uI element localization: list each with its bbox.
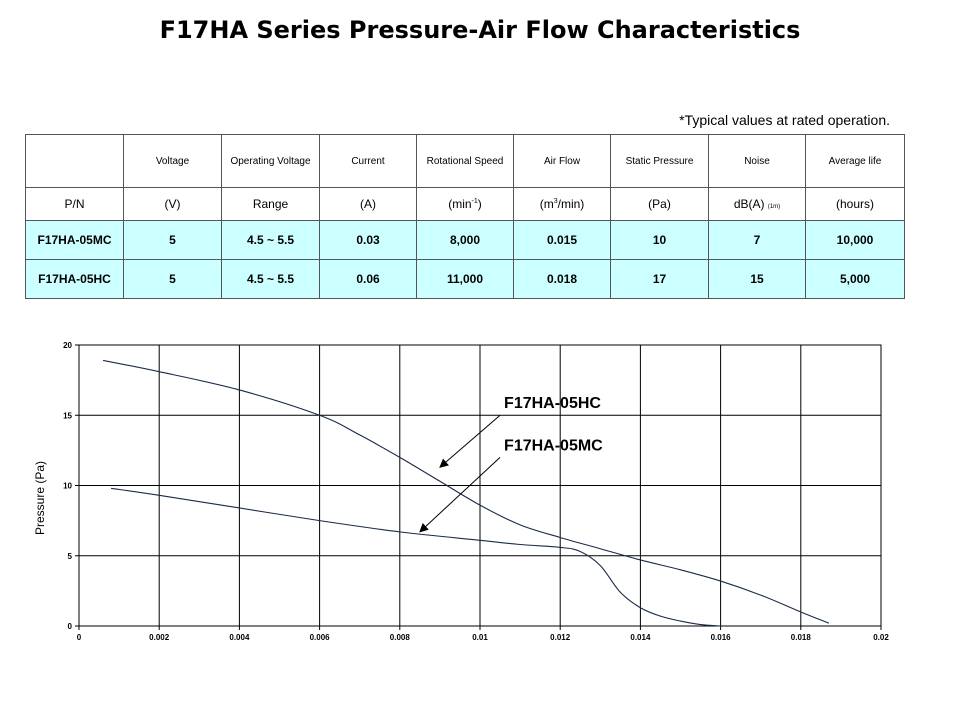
unit-text: /min): [557, 197, 585, 211]
series-lines: [102, 359, 830, 627]
table-cell: 4.5 ~ 5.5: [221, 220, 320, 260]
unit-cell: (V): [123, 187, 222, 221]
annotation-arrow: [439, 414, 501, 468]
header-cell: Average life: [805, 134, 905, 188]
y-axis-label: Pressure (Pa): [33, 461, 47, 535]
header-cell: Rotational Speed: [416, 134, 514, 188]
annotation-arrow: [419, 457, 501, 533]
series-line-f17ha-05hc: [102, 359, 830, 624]
unit-superscript: -1: [471, 198, 478, 205]
unit-cell: Range: [221, 187, 320, 221]
unit-small: (1m): [767, 204, 781, 210]
table-cell: 10,000: [805, 220, 905, 260]
series-line-f17ha-05mc: [111, 487, 721, 627]
y-tick-labels: 0 5 10 15 20: [63, 341, 72, 631]
x-tick-label: 0.012: [550, 633, 571, 642]
x-tick-label: 0.016: [711, 633, 732, 642]
header-cell: Operating Voltage: [221, 134, 320, 188]
footnote: *Typical values at rated operation.: [679, 112, 890, 128]
table-cell: 15: [708, 259, 806, 299]
y-tick-label: 0: [68, 622, 73, 631]
unit-cell: (min-1): [416, 187, 514, 221]
table-cell: 5: [123, 259, 222, 299]
x-tick-label: 0.004: [229, 633, 250, 642]
table-header-row: Voltage Operating Voltage Current Rotati…: [25, 134, 905, 188]
unit-text: (min: [448, 197, 472, 211]
axes: [75, 344, 882, 630]
x-tick-label: 0.02: [873, 633, 889, 642]
table-cell: 10: [610, 220, 709, 260]
table-cell: F17HA-05HC: [25, 259, 124, 299]
y-tick-label: 20: [63, 341, 72, 350]
annotation-label: F17HA-05HC: [504, 395, 601, 412]
header-cell: [25, 134, 124, 188]
header-cell: Voltage: [123, 134, 222, 188]
table-cell: 4.5 ~ 5.5: [221, 259, 320, 299]
table-cell: 5: [123, 220, 222, 260]
spec-table: Voltage Operating Voltage Current Rotati…: [25, 134, 905, 299]
page-title: F17HA Series Pressure-Air Flow Character…: [159, 16, 801, 44]
x-tick-label: 0.014: [630, 633, 651, 642]
table-cell: 5,000: [805, 259, 905, 299]
header-cell: Air Flow: [513, 134, 611, 188]
header-cell: Noise: [708, 134, 806, 188]
unit-cell: P/N: [25, 187, 124, 221]
annotation-label: F17HA-05MC: [504, 437, 603, 454]
unit-cell: dB(A) (1m): [708, 187, 806, 221]
table-cell: 0.06: [319, 259, 417, 299]
y-tick-label: 5: [68, 552, 73, 561]
x-tick-label: 0.006: [310, 633, 331, 642]
table-cell: 7: [708, 220, 806, 260]
x-tick-labels: 0 0.002 0.004 0.006 0.008 0.01 0.012 0.014 0.016…: [77, 633, 890, 642]
header-cell: Static Pressure: [610, 134, 709, 188]
unit-cell: (Pa): [610, 187, 709, 221]
gridlines: [78, 344, 882, 627]
unit-superscript: 3: [553, 198, 558, 205]
plot-frame: [78, 344, 882, 627]
x-tick-label: 0: [77, 633, 82, 642]
table-cell: 11,000: [416, 259, 514, 299]
header-cell: Current: [319, 134, 417, 188]
unit-cell: (m3/min): [513, 187, 611, 221]
unit-text: (m: [539, 197, 554, 211]
table-cell: 17: [610, 259, 709, 299]
table-row: F17HA-05MC 5 4.5 ~ 5.5 0.03 8,000 0.015 …: [25, 220, 905, 260]
y-tick-label: 10: [63, 482, 72, 491]
table-cell: F17HA-05MC: [25, 220, 124, 260]
x-tick-label: 0.01: [472, 633, 488, 642]
unit-text: ): [477, 197, 482, 211]
table-row: F17HA-05HC 5 4.5 ~ 5.5 0.06 11,000 0.018…: [25, 259, 905, 299]
pressure-airflow-chart: 0 0.002 0.004 0.006 0.008 0.01 0.012 0.014 0.016…: [33, 341, 890, 642]
table-cell: 0.018: [513, 259, 611, 299]
table-unit-row: P/N (V) Range (A) (min-1) (m3/min) (Pa) …: [25, 187, 905, 221]
annotations: F17HA-05HC F17HA-05MC: [419, 395, 603, 533]
x-tick-label: 0.008: [390, 633, 411, 642]
x-tick-label: 0.002: [149, 633, 170, 642]
unit-cell: (hours): [805, 187, 905, 221]
x-tick-label: 0.018: [791, 633, 812, 642]
unit-cell: (A): [319, 187, 417, 221]
table-cell: 0.015: [513, 220, 611, 260]
table-cell: 8,000: [416, 220, 514, 260]
table-cell: 0.03: [319, 220, 417, 260]
unit-text: dB(A): [733, 197, 765, 211]
y-tick-label: 15: [63, 411, 72, 420]
